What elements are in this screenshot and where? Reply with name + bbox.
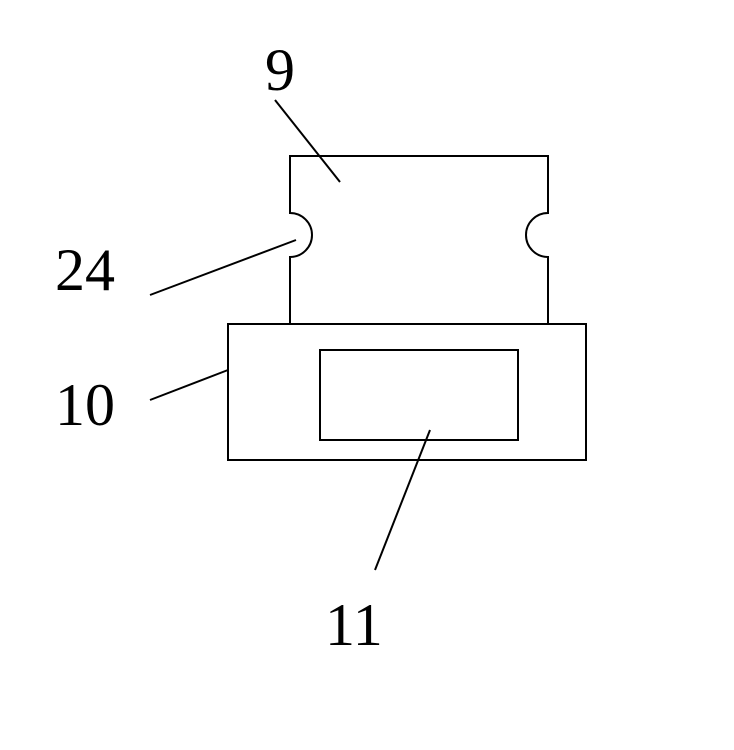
label-9-leader <box>275 100 340 182</box>
upper-block <box>290 156 548 324</box>
inner-window <box>320 350 518 440</box>
label-24-leader <box>150 240 296 295</box>
label-9: 9 <box>265 37 295 103</box>
diagram-canvas: 9 24 10 11 <box>0 0 734 750</box>
label-11-leader <box>375 430 430 570</box>
label-10-leader <box>150 370 228 400</box>
label-10: 10 <box>55 372 115 438</box>
label-11: 11 <box>325 592 383 658</box>
label-24: 24 <box>55 237 115 303</box>
